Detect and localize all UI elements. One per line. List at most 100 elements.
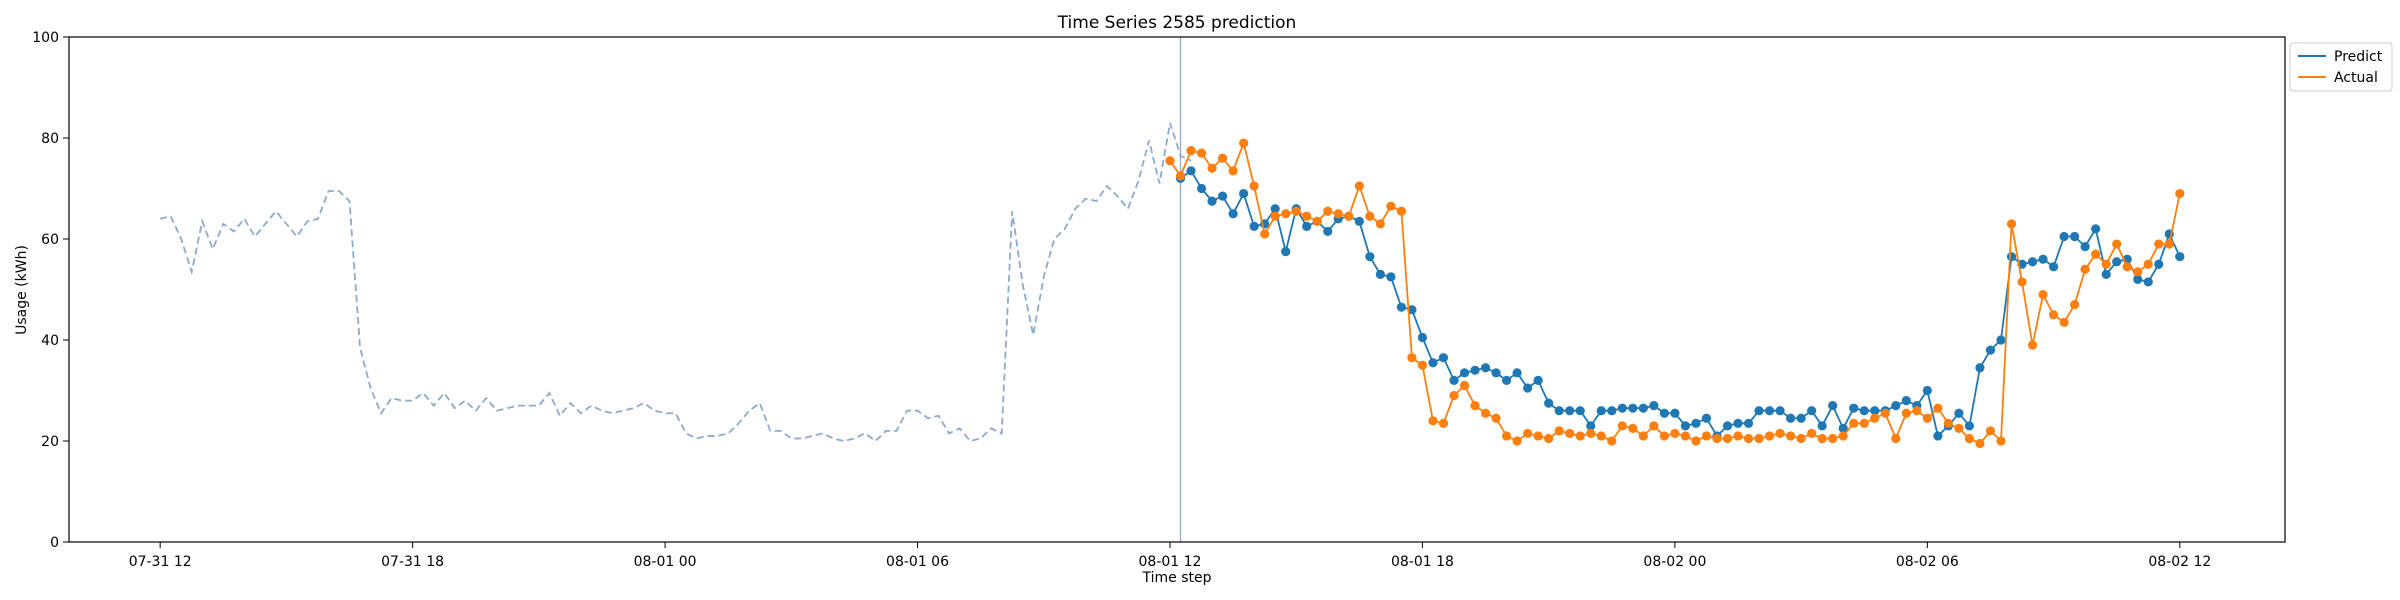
data-point-actual — [1396, 206, 1407, 216]
data-point-actual — [1649, 421, 1659, 431]
data-point-predict — [1196, 183, 1207, 194]
data-point-predict — [1438, 353, 1449, 363]
data-point-actual — [2133, 267, 2143, 277]
data-point-actual — [1912, 406, 1922, 416]
data-point-actual — [1354, 181, 1364, 191]
data-point-actual — [2038, 289, 2048, 300]
data-point-predict — [2091, 224, 2101, 234]
data-point-predict — [1838, 423, 1848, 433]
data-point-actual — [2070, 300, 2080, 310]
data-point-predict — [1659, 408, 1669, 418]
data-point-actual — [1849, 418, 1859, 428]
data-point-actual — [1323, 206, 1333, 216]
data-point-actual — [1165, 156, 1175, 166]
data-point-actual — [1375, 219, 1385, 229]
data-point-predict — [1722, 421, 1733, 431]
data-point-predict — [1523, 383, 1533, 393]
data-point-predict — [1554, 406, 1564, 416]
data-point-actual — [1617, 421, 1627, 431]
data-point-predict — [2027, 257, 2038, 267]
data-point-actual — [1891, 433, 1901, 444]
data-point-predict — [1270, 204, 1280, 214]
data-point-predict — [1407, 305, 1417, 315]
data-point-actual — [1807, 428, 1817, 439]
data-point-predict — [1501, 375, 1512, 385]
plot-area — [159, 37, 2185, 542]
data-point-predict — [1470, 365, 1480, 375]
data-point-actual — [1870, 413, 1880, 423]
data-point-actual — [1281, 209, 1291, 219]
data-point-actual — [2017, 277, 2027, 287]
x-tick-label: 07-31 12 — [129, 554, 192, 570]
data-point-actual — [1501, 431, 1512, 441]
data-point-predict — [1449, 375, 1459, 385]
data-point-actual — [1428, 416, 1438, 426]
y-axis-label: Usage (kWh) — [14, 245, 30, 335]
data-point-actual — [1565, 428, 1575, 439]
data-point-predict — [1417, 332, 1428, 343]
data-point-predict — [1670, 408, 1680, 418]
data-point-predict — [1701, 413, 1712, 423]
data-point-predict — [1870, 406, 1880, 416]
y-tick-label: 60 — [41, 232, 59, 248]
x-tick-label: 08-02 00 — [1643, 554, 1706, 570]
data-point-predict — [1428, 358, 1438, 368]
data-point-actual — [1196, 148, 1207, 158]
data-point-actual — [1554, 426, 1564, 436]
data-point-predict — [1691, 418, 1701, 428]
data-point-actual — [1996, 436, 2006, 446]
x-tick-label: 08-01 12 — [1139, 554, 1202, 570]
data-point-predict — [1544, 398, 1554, 408]
data-point-actual — [1575, 431, 1585, 441]
data-point-actual — [1775, 428, 1785, 439]
data-point-predict — [1607, 406, 1617, 416]
data-point-actual — [1670, 428, 1680, 439]
data-point-predict — [2006, 252, 2017, 262]
data-point-predict — [2080, 241, 2090, 252]
data-point-predict — [1733, 418, 1743, 428]
data-point-actual — [1438, 418, 1449, 428]
data-point-predict — [1575, 406, 1585, 416]
data-point-actual — [1186, 146, 1196, 156]
data-point-predict — [1954, 408, 1964, 418]
data-point-predict — [2070, 231, 2080, 242]
series-actual — [1165, 138, 2185, 449]
data-point-actual — [2101, 259, 2111, 269]
data-point-actual — [1239, 138, 1249, 148]
data-point-predict — [2175, 252, 2185, 262]
x-axis: 07-31 12 07-31 18 08-01 00 08-01 06 08-01 12… — [129, 542, 2211, 570]
data-point-predict — [1354, 216, 1364, 226]
data-point-actual — [1480, 408, 1491, 418]
y-tick-label: 20 — [41, 434, 59, 450]
x-tick-label: 08-01 06 — [886, 554, 949, 570]
data-point-predict — [2112, 257, 2122, 267]
data-point-predict — [1649, 401, 1659, 411]
data-point-predict — [1680, 421, 1691, 431]
data-point-actual — [1365, 211, 1375, 221]
data-point-actual — [1975, 438, 1985, 449]
data-point-predict — [1891, 401, 1901, 411]
data-point-predict — [1786, 413, 1796, 423]
data-point-predict — [1217, 191, 1228, 201]
data-point-actual — [1260, 229, 1270, 239]
data-point-predict — [1365, 252, 1375, 262]
data-point-actual — [2091, 249, 2101, 259]
data-point-actual — [1638, 431, 1648, 441]
data-point-actual — [2143, 259, 2153, 269]
legend-label-predict: Predict — [2334, 49, 2383, 65]
data-point-predict — [1396, 302, 1407, 312]
data-point-actual — [1985, 426, 1996, 436]
data-point-actual — [2154, 239, 2164, 249]
data-point-actual — [1449, 390, 1459, 401]
data-point-predict — [1512, 368, 1522, 378]
data-point-predict — [2059, 231, 2069, 242]
plot-frame — [68, 36, 2286, 543]
data-point-actual — [1743, 433, 1754, 444]
data-point-predict — [1859, 406, 1869, 416]
data-point-actual — [1786, 431, 1796, 441]
y-tick-label: 100 — [32, 30, 59, 46]
data-point-actual — [1838, 431, 1848, 441]
data-point-actual — [1291, 206, 1301, 216]
data-point-predict — [1775, 406, 1785, 416]
data-point-actual — [1828, 433, 1838, 444]
